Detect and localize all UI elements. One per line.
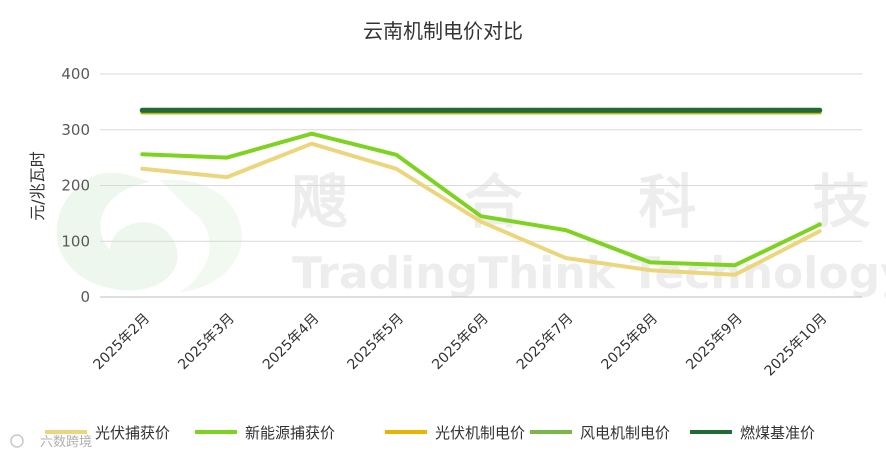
x-tick-label: 2025年4月 [260, 311, 323, 374]
x-tick-label: 2025年6月 [429, 311, 492, 374]
grid [100, 73, 862, 298]
x-tick-label: 2025年5月 [345, 311, 408, 374]
x-axis: 2025年2月 2025年3月 2025年4月 2025年5月 2025年6月 2025年… [91, 311, 831, 380]
legend-label: 燃煤基准价 [740, 424, 815, 442]
y-axis-title: 元/兆瓦时 [28, 151, 47, 220]
source-watermark: 六数跨境 [10, 434, 92, 450]
x-tick-label: 2025年7月 [514, 311, 577, 374]
x-tick-label: 2025年3月 [175, 311, 238, 374]
legend-label: 光伏捕获价 [95, 424, 170, 442]
y-tick-label: 0 [80, 288, 90, 306]
series-group [139, 107, 823, 277]
source-text: 六数跨境 [40, 435, 92, 450]
series-line-2 [140, 131, 822, 268]
x-tick-label: 2025年9月 [683, 311, 746, 374]
y-axis: 0 100 200 300 400 [61, 65, 90, 306]
y-tick-label: 200 [61, 177, 90, 195]
watermark-english: TradingThink Technology [292, 248, 886, 299]
chart-title: 云南机制电价对比 [363, 19, 523, 43]
legend-label: 光伏机制电价 [435, 424, 525, 442]
watermark-chinese: 飕 合 科 技 [290, 168, 886, 236]
x-tick-label: 2025年10月 [762, 311, 831, 380]
legend-label: 新能源捕获价 [245, 424, 335, 442]
y-tick-label: 400 [61, 65, 90, 83]
y-tick-label: 100 [61, 232, 90, 250]
x-tick-label: 2025年2月 [91, 311, 154, 374]
series-line-1 [140, 141, 822, 277]
watermark-logo-icon [56, 172, 242, 292]
y-tick-label: 300 [61, 121, 90, 139]
x-tick-label: 2025年8月 [599, 311, 662, 374]
source-logo-icon [10, 434, 24, 448]
legend-label: 风电机制电价 [580, 424, 670, 442]
legend: 光伏捕获价 新能源捕获价 光伏机制电价 风电机制电价 燃煤基准价 [45, 424, 815, 442]
